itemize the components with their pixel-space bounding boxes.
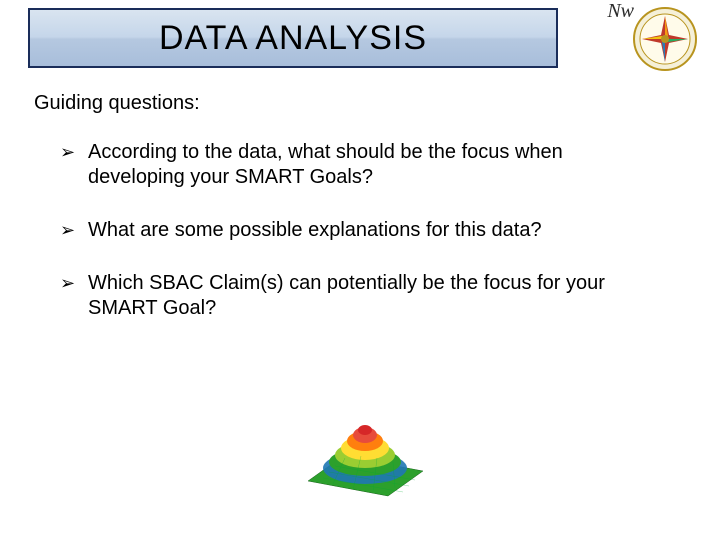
- bullet-text: Which SBAC Claim(s) can potentially be t…: [88, 271, 660, 321]
- title-container: DATA ANALYSIS: [28, 8, 558, 68]
- bullet-list: ➢ According to the data, what should be …: [60, 140, 660, 349]
- bullet-text: What are some possible explanations for …: [88, 218, 660, 243]
- list-item: ➢ Which SBAC Claim(s) can potentially be…: [60, 271, 660, 321]
- bullet-marker-icon: ➢: [60, 218, 88, 242]
- bullet-text: According to the data, what should be th…: [88, 140, 660, 190]
- slide-title: DATA ANALYSIS: [159, 19, 427, 58]
- list-item: ➢ According to the data, what should be …: [60, 140, 660, 190]
- corner-script-text: Nw: [607, 0, 634, 23]
- surface-plot-icon: [298, 398, 428, 498]
- list-item: ➢ What are some possible explanations fo…: [60, 218, 660, 243]
- compass-logo-icon: [632, 6, 698, 72]
- subtitle-text: Guiding questions:: [34, 92, 200, 115]
- bullet-marker-icon: ➢: [60, 271, 88, 295]
- bullet-marker-icon: ➢: [60, 140, 88, 164]
